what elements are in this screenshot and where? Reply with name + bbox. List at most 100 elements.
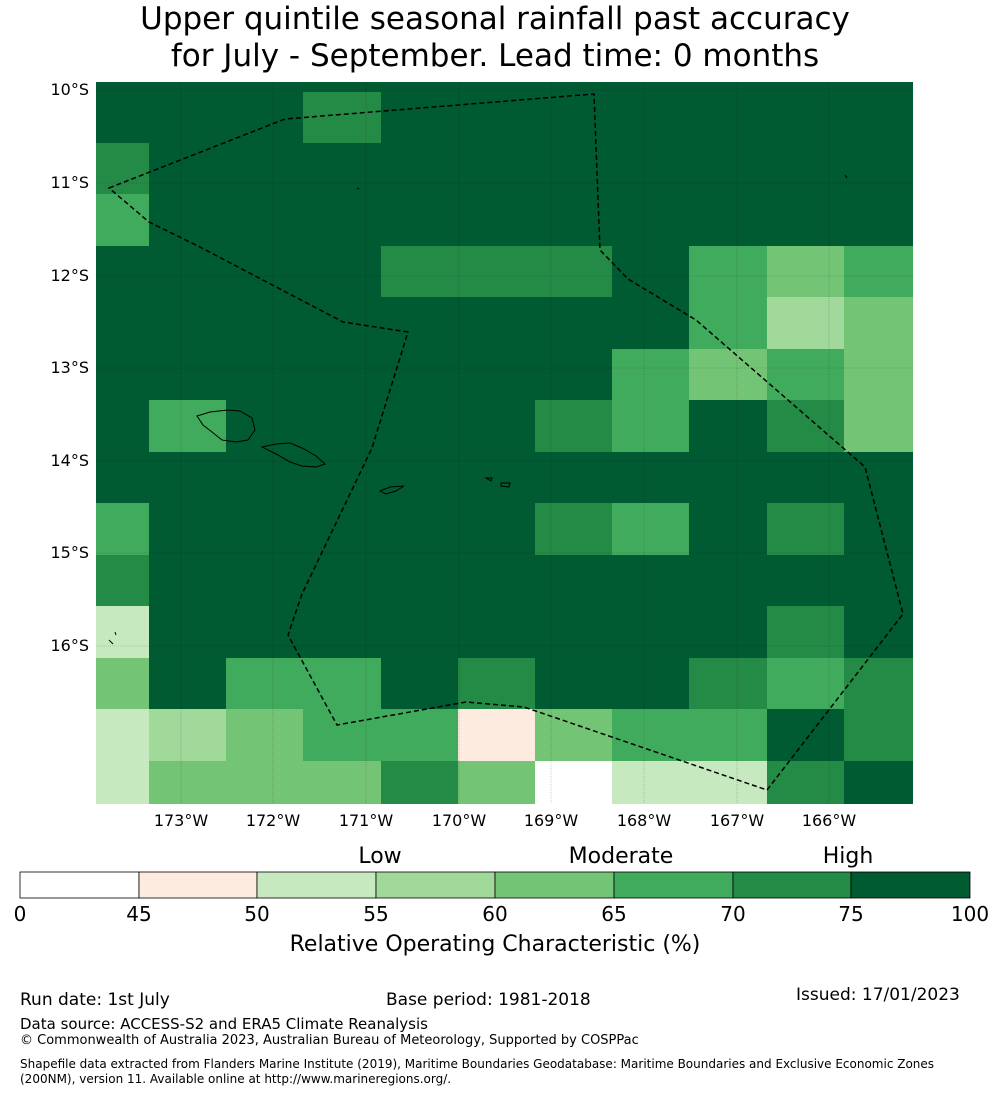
map-cell [767,143,844,194]
map-cell [381,82,458,92]
map-graticule [96,82,913,804]
islet-west-2 [108,639,114,645]
longitude-tick-label: 170°W [431,811,487,830]
map-cell [226,246,303,297]
colorbar-tick-label: 65 [601,902,627,926]
map-cell [303,143,381,194]
map-cell [844,555,913,606]
island-savaii [260,442,326,468]
map-cell [767,761,844,804]
map-cell [381,555,458,606]
map-cell [149,297,226,349]
map-cell [535,400,612,452]
coastlines [108,174,848,645]
colorbar-segment [19,871,140,899]
map-cell [689,194,767,246]
map-cell [458,297,535,349]
map-cell [149,246,226,297]
run-date: Run date: 1st July [20,990,170,1010]
map-cell [226,92,303,143]
map-cell [149,709,226,761]
map-cell [767,606,844,658]
map-cell [96,143,149,194]
map-cell [96,761,149,804]
map-cell [535,606,612,658]
map-cell [226,658,303,709]
map-cell [767,92,844,143]
map-cell [226,452,303,503]
map-cell [303,761,381,804]
map-cell [149,606,226,658]
colorbar-segment [375,871,496,899]
latitude-tick-label: 12°S [50,266,89,285]
colorbar-tick-label: 55 [363,902,389,926]
map-cell [844,503,913,555]
map-cell [458,606,535,658]
colorbar-tick-label: 45 [126,902,152,926]
map-cell [96,503,149,555]
map-cell [381,400,458,452]
map-cell [96,555,149,606]
map-cell [303,555,381,606]
map-cell [689,349,767,400]
map-cell [535,452,612,503]
map-cell [96,709,149,761]
map-cell [149,761,226,804]
map-cell [381,709,458,761]
latitude-tick-label: 14°S [50,451,89,470]
map-cell [303,194,381,246]
longitude-tick-label: 169°W [523,811,579,830]
map-cell [303,606,381,658]
colorbar [19,871,971,899]
map-cell [612,452,689,503]
map-cell [149,400,226,452]
colorbar-tick-label: 50 [244,902,270,926]
island-upolu [196,409,256,443]
map-cell [226,709,303,761]
map-cell [612,709,689,761]
colorbar-tick-label: 100 [950,902,990,926]
map-cell [535,709,612,761]
map-cell [535,194,612,246]
map-cell [458,658,535,709]
map-cell [303,709,381,761]
map-cell [612,92,689,143]
map-cell [149,503,226,555]
latitude-tick-label: 11°S [50,173,89,192]
map-cell [535,246,612,297]
map-cell [767,555,844,606]
colorbar-tick-label: 75 [838,902,864,926]
shapefile-credit-line-1: Shapefile data extracted from Flanders M… [20,1057,935,1071]
shapefile-credit-line-2: (200NM), version 11. Available online at… [20,1072,452,1086]
map-cell [381,297,458,349]
map-cell [767,194,844,246]
longitude-tick-label: 168°W [616,811,672,830]
map-cell [844,297,913,349]
map-cell [458,246,535,297]
map-cell [149,92,226,143]
map-cell [535,143,612,194]
islet-west-1 [114,631,117,636]
map-cell [381,92,458,143]
map-cell [458,143,535,194]
map-cell [844,400,913,452]
map-cell [844,349,913,400]
map-cell [149,349,226,400]
map-cell [303,92,381,143]
map-cell [612,503,689,555]
map-cell [303,246,381,297]
map-cell [612,658,689,709]
colorbar-segment [256,871,377,899]
map-cell [226,606,303,658]
map-cell [689,143,767,194]
map-cell [226,82,303,92]
map-cell [612,761,689,804]
map-cell [303,400,381,452]
map-cell [535,658,612,709]
map-cell [535,503,612,555]
map-cell [458,82,535,92]
map-cell [689,400,767,452]
map-cell [612,555,689,606]
map-cell [381,606,458,658]
colorbar-tick-label: 70 [720,902,746,926]
